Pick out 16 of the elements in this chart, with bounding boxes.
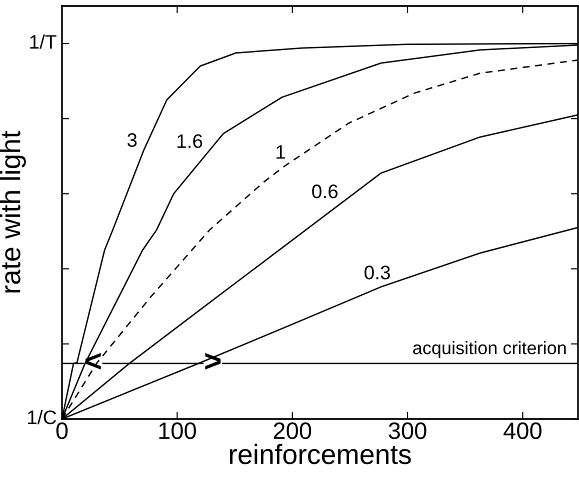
series-label: 0.6 bbox=[312, 184, 338, 198]
y-axis-title: rate with light bbox=[0, 130, 26, 292]
ref-line-label: acquisition criterion bbox=[413, 341, 566, 358]
text: 1/C bbox=[28, 410, 56, 424]
x-tick-label: 200 bbox=[274, 422, 312, 440]
x-tick-label: 0 bbox=[56, 422, 68, 440]
series-label: 1.6 bbox=[177, 134, 202, 148]
series-label: 3 bbox=[127, 133, 137, 147]
series-label: 0.3 bbox=[364, 266, 390, 280]
text: 1/T bbox=[30, 34, 56, 49]
x-tick-label: 100 bbox=[159, 422, 196, 440]
annotation: > bbox=[205, 352, 221, 370]
x-axis-title: reinforcements bbox=[230, 444, 411, 464]
series-label: 1 bbox=[276, 145, 285, 159]
x-tick-label: 400 bbox=[504, 422, 542, 440]
x-tick-label: 300 bbox=[388, 422, 426, 440]
